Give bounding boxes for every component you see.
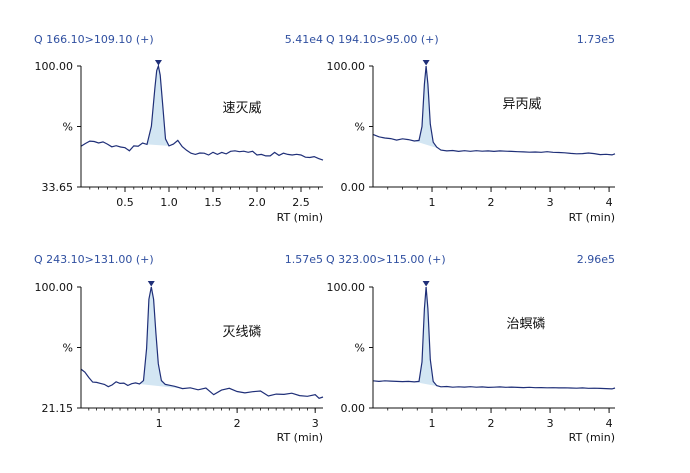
y-axis-percent-label: % <box>355 342 365 355</box>
y-tick-label-top: 100.00 <box>35 60 74 73</box>
chromatogram-trace <box>372 65 616 156</box>
compound-name-label: 速灭威 <box>222 101 261 116</box>
x-tick-label: 1 <box>429 417 436 430</box>
panel-header-intensity: 2.96e5 <box>577 253 615 266</box>
panel-header-transition: Q 194.10>95.00 (+) <box>326 33 439 46</box>
peak-area-fill <box>139 287 183 389</box>
peak-apex-marker <box>147 281 155 287</box>
y-tick-label-bottom: 0.00 <box>341 402 366 415</box>
panel-header-transition: Q 323.00>115.00 (+) <box>326 253 446 266</box>
compound-name-label: 异丙威 <box>502 97 541 112</box>
peak-area-fill <box>414 66 447 151</box>
y-tick-label-bottom: 33.65 <box>42 181 74 194</box>
x-axis-label: RT (min) <box>277 211 323 224</box>
panel-header-intensity: 1.73e5 <box>577 33 615 46</box>
x-tick-label: 1.0 <box>160 196 178 209</box>
chromatogram-trace <box>372 286 616 390</box>
panel-header-transition: Q 243.10>131.00 (+) <box>34 253 154 266</box>
y-tick-label-top: 100.00 <box>35 281 74 294</box>
x-tick-label: 1 <box>429 196 436 209</box>
x-tick-label: 2 <box>234 417 241 430</box>
x-tick-label: 1.5 <box>204 196 222 209</box>
y-axis-percent-label: % <box>63 342 73 355</box>
panel-header-transition: Q 166.10>109.10 (+) <box>34 33 154 46</box>
peak-apex-marker <box>422 281 430 287</box>
chromatogram-trace <box>80 286 324 399</box>
x-tick-label: 2.5 <box>292 196 310 209</box>
chart-panel-1: Q 166.10>109.10 (+) 5.41e4 100.00% 33.65 0.5… <box>34 33 324 224</box>
y-tick-label-top: 100.00 <box>327 281 366 294</box>
x-tick-label: 3 <box>547 417 554 430</box>
x-axis-label: RT (min) <box>277 431 323 444</box>
peak-apex-marker <box>154 60 162 66</box>
compound-name-label: 治螟磷 <box>506 317 545 332</box>
chart-panel-3: Q 243.10>131.00 (+) 1.57e5 100.00% 21.15 1 2 3… <box>34 253 324 444</box>
peak-area-fill <box>147 66 169 146</box>
peak-area-fill <box>414 287 441 387</box>
x-tick-label: 4 <box>606 196 613 209</box>
x-tick-label: 1 <box>156 417 163 430</box>
chart-panel-2: Q 194.10>95.00 (+) 1.73e5 100.00% 0.00 1 2 3 4 R… <box>326 33 616 224</box>
x-tick-label: 2 <box>488 196 495 209</box>
y-tick-label-top: 100.00 <box>327 60 366 73</box>
panel-header-intensity: 1.57e5 <box>285 253 323 266</box>
x-tick-label: 4 <box>606 417 613 430</box>
x-axis-label: RT (min) <box>569 211 615 224</box>
x-tick-label: 3 <box>312 417 319 430</box>
y-tick-label-bottom: 21.15 <box>42 402 74 415</box>
panel-header-intensity: 5.41e4 <box>285 33 323 46</box>
x-tick-label: 2.0 <box>248 196 266 209</box>
peak-apex-marker <box>422 60 430 66</box>
x-axis-label: RT (min) <box>569 431 615 444</box>
y-tick-label-bottom: 0.00 <box>341 181 366 194</box>
compound-name-label: 灭线磷 <box>222 325 261 340</box>
x-tick-label: 2 <box>488 417 495 430</box>
x-tick-label: 3 <box>547 196 554 209</box>
chart-panel-4: Q 323.00>115.00 (+) 2.96e5 100.00% 0.00 1 2 3 4… <box>326 253 616 444</box>
y-axis-percent-label: % <box>63 121 73 134</box>
y-axis-percent-label: % <box>355 121 365 134</box>
x-tick-label: 0.5 <box>116 196 134 209</box>
chromatogram-trace <box>80 63 324 161</box>
